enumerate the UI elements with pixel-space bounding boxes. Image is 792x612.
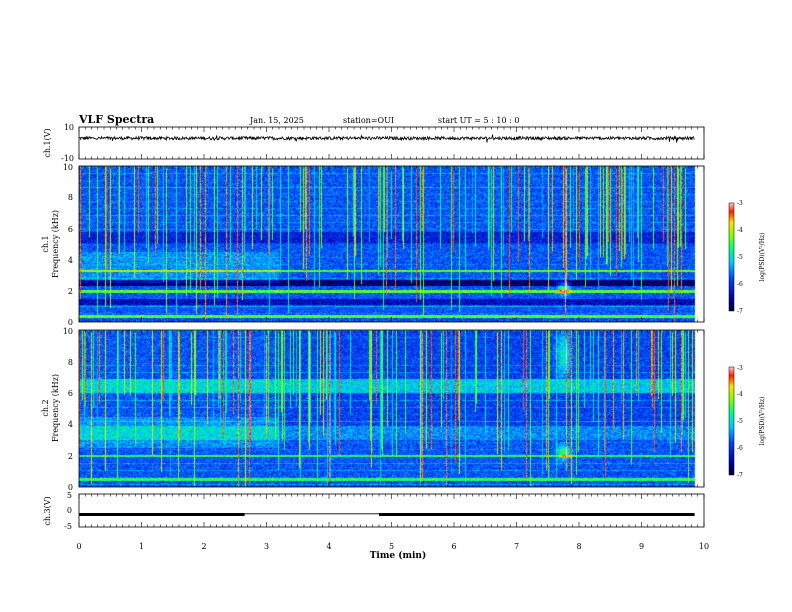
ch1-ytick-top: 10 <box>64 123 74 132</box>
ch1-ytick-6: 6 <box>68 225 73 234</box>
start-ut-label: start UT = 5 : 10 : 0 <box>438 116 519 125</box>
x-tick-label: 5 <box>389 542 394 551</box>
ch2-spec-ylabel-freq: Frequency (kHz) <box>51 374 60 442</box>
ch1-waveform-panel: 10 -10 ch.1(V) <box>43 123 705 163</box>
ch1-ytick-4: 4 <box>68 256 73 265</box>
ch3-ytick-bottom: -5 <box>64 522 72 531</box>
x-tick-label: 9 <box>639 542 644 551</box>
station-label: station=OUI <box>343 116 394 125</box>
x-tick-label: 7 <box>514 542 519 551</box>
x-tick-label: 3 <box>264 542 269 551</box>
x-axis-ticks <box>78 127 705 527</box>
x-tick-label: 0 <box>76 542 81 551</box>
ch2-cb-tick-m5: -5 <box>737 418 743 425</box>
ch1-cb-tick-m3: -3 <box>737 200 743 207</box>
x-tick-label: 4 <box>326 542 331 551</box>
ch2-ytick-10: 10 <box>63 327 73 336</box>
ch1-colorbar: -3 -4 -5 -6 -7 log(PSD)(V²/Hz) <box>728 200 766 315</box>
ch2-ytick-0: 0 <box>68 483 73 492</box>
ch1-ytick-bottom: -10 <box>61 154 74 163</box>
date-label: Jan. 15, 2025 <box>249 116 304 125</box>
ch3-ytick-top: 5 <box>67 491 72 500</box>
ch2-cb-tick-m6: -6 <box>737 445 743 452</box>
ch2-cb-tick-m4: -4 <box>737 391 743 398</box>
figure-title: VLF Spectra <box>78 113 154 126</box>
x-tick-label: 1 <box>139 542 144 551</box>
x-tick-label: 8 <box>576 542 581 551</box>
ch2-ytick-2: 2 <box>68 452 73 461</box>
ch1-waveform-line <box>78 134 695 143</box>
ch1-ytick-2: 2 <box>68 287 73 296</box>
ch1-ytick-10: 10 <box>63 163 73 172</box>
ch1-cb-tick-m5: -5 <box>737 254 743 261</box>
ch2-spectrogram-image <box>79 330 704 487</box>
x-axis-label: Time (min) <box>370 550 427 561</box>
ch1-cb-tick-m7: -7 <box>737 308 743 315</box>
x-tick-label: 6 <box>451 542 456 551</box>
ch1-ytick-8: 8 <box>68 193 73 202</box>
ch2-spectrogram-panel: 0 2 4 6 8 10 ch.2 Frequency (kHz) <box>41 327 705 492</box>
x-tick-label: 10 <box>699 542 709 551</box>
x-tick-label: 2 <box>201 542 206 551</box>
ch1-spec-ylabel-freq: Frequency (kHz) <box>51 210 60 278</box>
ch1-waveform-trace <box>78 134 695 143</box>
ch3-ylabel: ch.3(V) <box>43 496 52 525</box>
ch2-cb-tick-m3: -3 <box>737 365 743 372</box>
ch1-cb-tick-m6: -6 <box>737 281 743 288</box>
ch1-ytick-0: 0 <box>68 318 73 327</box>
ch1-spectrogram-image <box>79 166 704 322</box>
ch1-cb-label: log(PSD)(V²/Hz) <box>759 233 766 282</box>
ch3-trace-lines <box>79 512 695 516</box>
ch2-ytick-4: 4 <box>68 420 73 429</box>
ch1-spectrogram-panel: 0 2 4 6 8 10 ch.1 Frequency (kHz) <box>41 163 705 327</box>
ch2-ytick-8: 8 <box>68 358 73 367</box>
ch1-ylabel: ch.1(V) <box>43 128 52 157</box>
ch2-cb-tick-m7: -7 <box>737 472 743 479</box>
x-axis-tick-labels: 0 1 2 3 4 5 6 7 8 9 10 <box>76 542 709 551</box>
ch2-ytick-6: 6 <box>68 389 73 398</box>
ch2-cb-label: log(PSD)(V²/Hz) <box>759 397 766 446</box>
ch2-colorbar: -3 -4 -5 -6 -7 log(PSD)(V²/Hz) <box>728 365 766 479</box>
ch1-spec-ylabel-ch: ch.1 <box>41 235 50 252</box>
ch1-cb-tick-m4: -4 <box>737 227 743 234</box>
ch2-spec-ylabel-ch: ch.2 <box>41 399 50 416</box>
ch3-trace-panel: 5 0 -5 ch.3(V) <box>43 491 705 531</box>
ch3-ytick-mid: 0 <box>67 506 72 515</box>
